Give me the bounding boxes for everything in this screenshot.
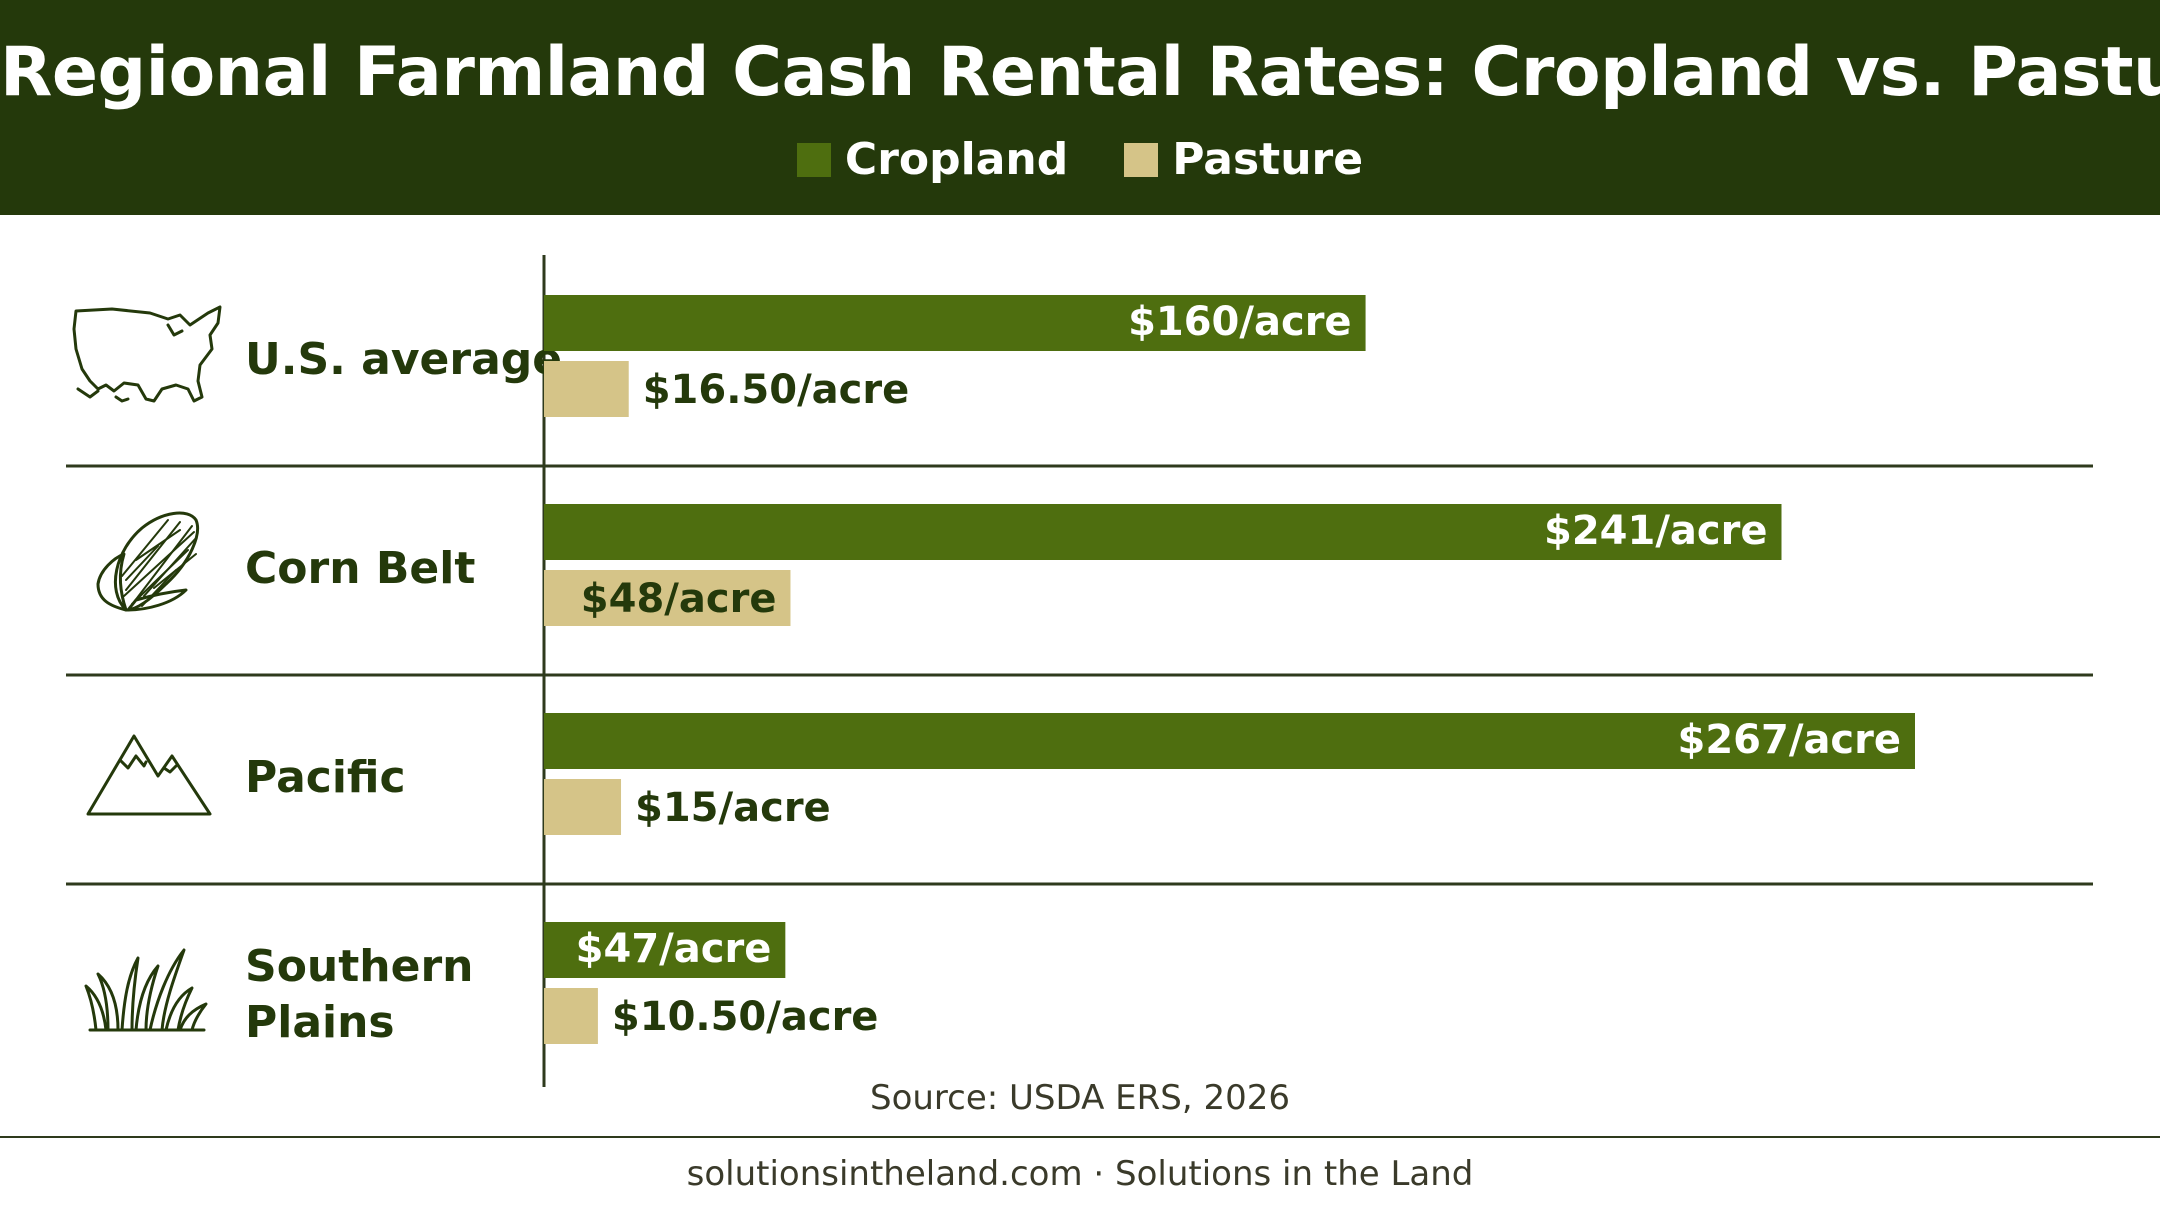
us-map-lakes xyxy=(166,323,184,337)
footer-credit: solutionsintheland.com · Solutions in th… xyxy=(686,1154,1474,1194)
legend-item-pasture: Pasture xyxy=(1124,132,1363,188)
bar-cropland xyxy=(544,295,1366,351)
bar-cropland xyxy=(544,713,1915,769)
mountain-icon xyxy=(86,734,212,816)
grass-icon xyxy=(84,948,208,1032)
corn-husk-left xyxy=(96,552,128,612)
category-label: U.S. average xyxy=(245,334,562,385)
data-label-pasture: $10.50/acre xyxy=(612,994,879,1040)
category-label: Southern Plains xyxy=(245,941,473,1048)
category-label-line: Pacific xyxy=(245,752,406,803)
source-note: Source: USDA ERS, 2026 xyxy=(870,1078,1290,1118)
grass-blade xyxy=(164,986,194,1032)
corn-icon xyxy=(96,511,199,612)
data-label-cropland: $241/acre xyxy=(1544,508,1768,554)
grass-blade xyxy=(178,1002,208,1032)
legend-item-cropland: Cropland xyxy=(796,132,1069,188)
category-label-line: U.S. average xyxy=(245,334,562,385)
footer-divider xyxy=(0,1136,2160,1138)
header-band: Regional Farmland Cash Rental Rates: Cro… xyxy=(0,0,2160,215)
bar-cropland xyxy=(544,922,786,978)
legend: Cropland Pasture xyxy=(0,132,2160,188)
category-icons xyxy=(72,305,222,1032)
corn-husk-right xyxy=(126,588,188,612)
category-label-line: Southern xyxy=(245,941,473,992)
legend-label-cropland: Cropland xyxy=(844,134,1069,185)
legend-swatch-pasture xyxy=(1124,143,1159,177)
bar-pasture xyxy=(544,570,791,626)
legend-label-pasture: Pasture xyxy=(1172,134,1364,185)
mountain-snowline-2 xyxy=(162,764,178,774)
data-label-pasture: $15/acre xyxy=(635,785,831,831)
legend-swatch-cropland xyxy=(796,143,831,177)
data-label-cropland: $267/acre xyxy=(1678,717,1902,763)
bar-pasture xyxy=(544,988,598,1044)
mountain-outline xyxy=(86,734,212,816)
chart-title: Regional Farmland Cash Rental Rates: Cro… xyxy=(0,33,2160,112)
corn-cob xyxy=(113,511,199,612)
grass-blade xyxy=(134,964,160,1032)
data-label-pasture: $48/acre xyxy=(581,576,777,622)
corn-kernel-cross xyxy=(123,529,195,607)
grass-blade xyxy=(120,956,140,1032)
grass-blade xyxy=(84,984,108,1032)
category-label-line: Plains xyxy=(245,997,395,1048)
data-label-cropland: $47/acre xyxy=(576,926,772,972)
grass-blade xyxy=(96,972,120,1032)
us-map-alaska xyxy=(76,387,100,399)
us-map-icon xyxy=(72,305,222,403)
category-label-line: Corn Belt xyxy=(245,543,475,594)
bar-pasture xyxy=(544,779,622,835)
mountain-snowline xyxy=(118,754,148,770)
chart-marks: U.S. average $160/acre $16.50/acre Corn Bel… xyxy=(66,255,2093,1087)
data-label-pasture: $16.50/acre xyxy=(643,367,910,413)
category-label: Pacific xyxy=(245,752,406,803)
grass-blade xyxy=(148,948,186,1032)
us-map-hawaii xyxy=(114,395,130,403)
category-label: Corn Belt xyxy=(245,543,475,594)
data-label-cropland: $160/acre xyxy=(1128,299,1352,345)
bar-cropland xyxy=(544,504,1782,560)
bar-pasture xyxy=(544,361,629,417)
us-map-outline xyxy=(72,305,222,403)
